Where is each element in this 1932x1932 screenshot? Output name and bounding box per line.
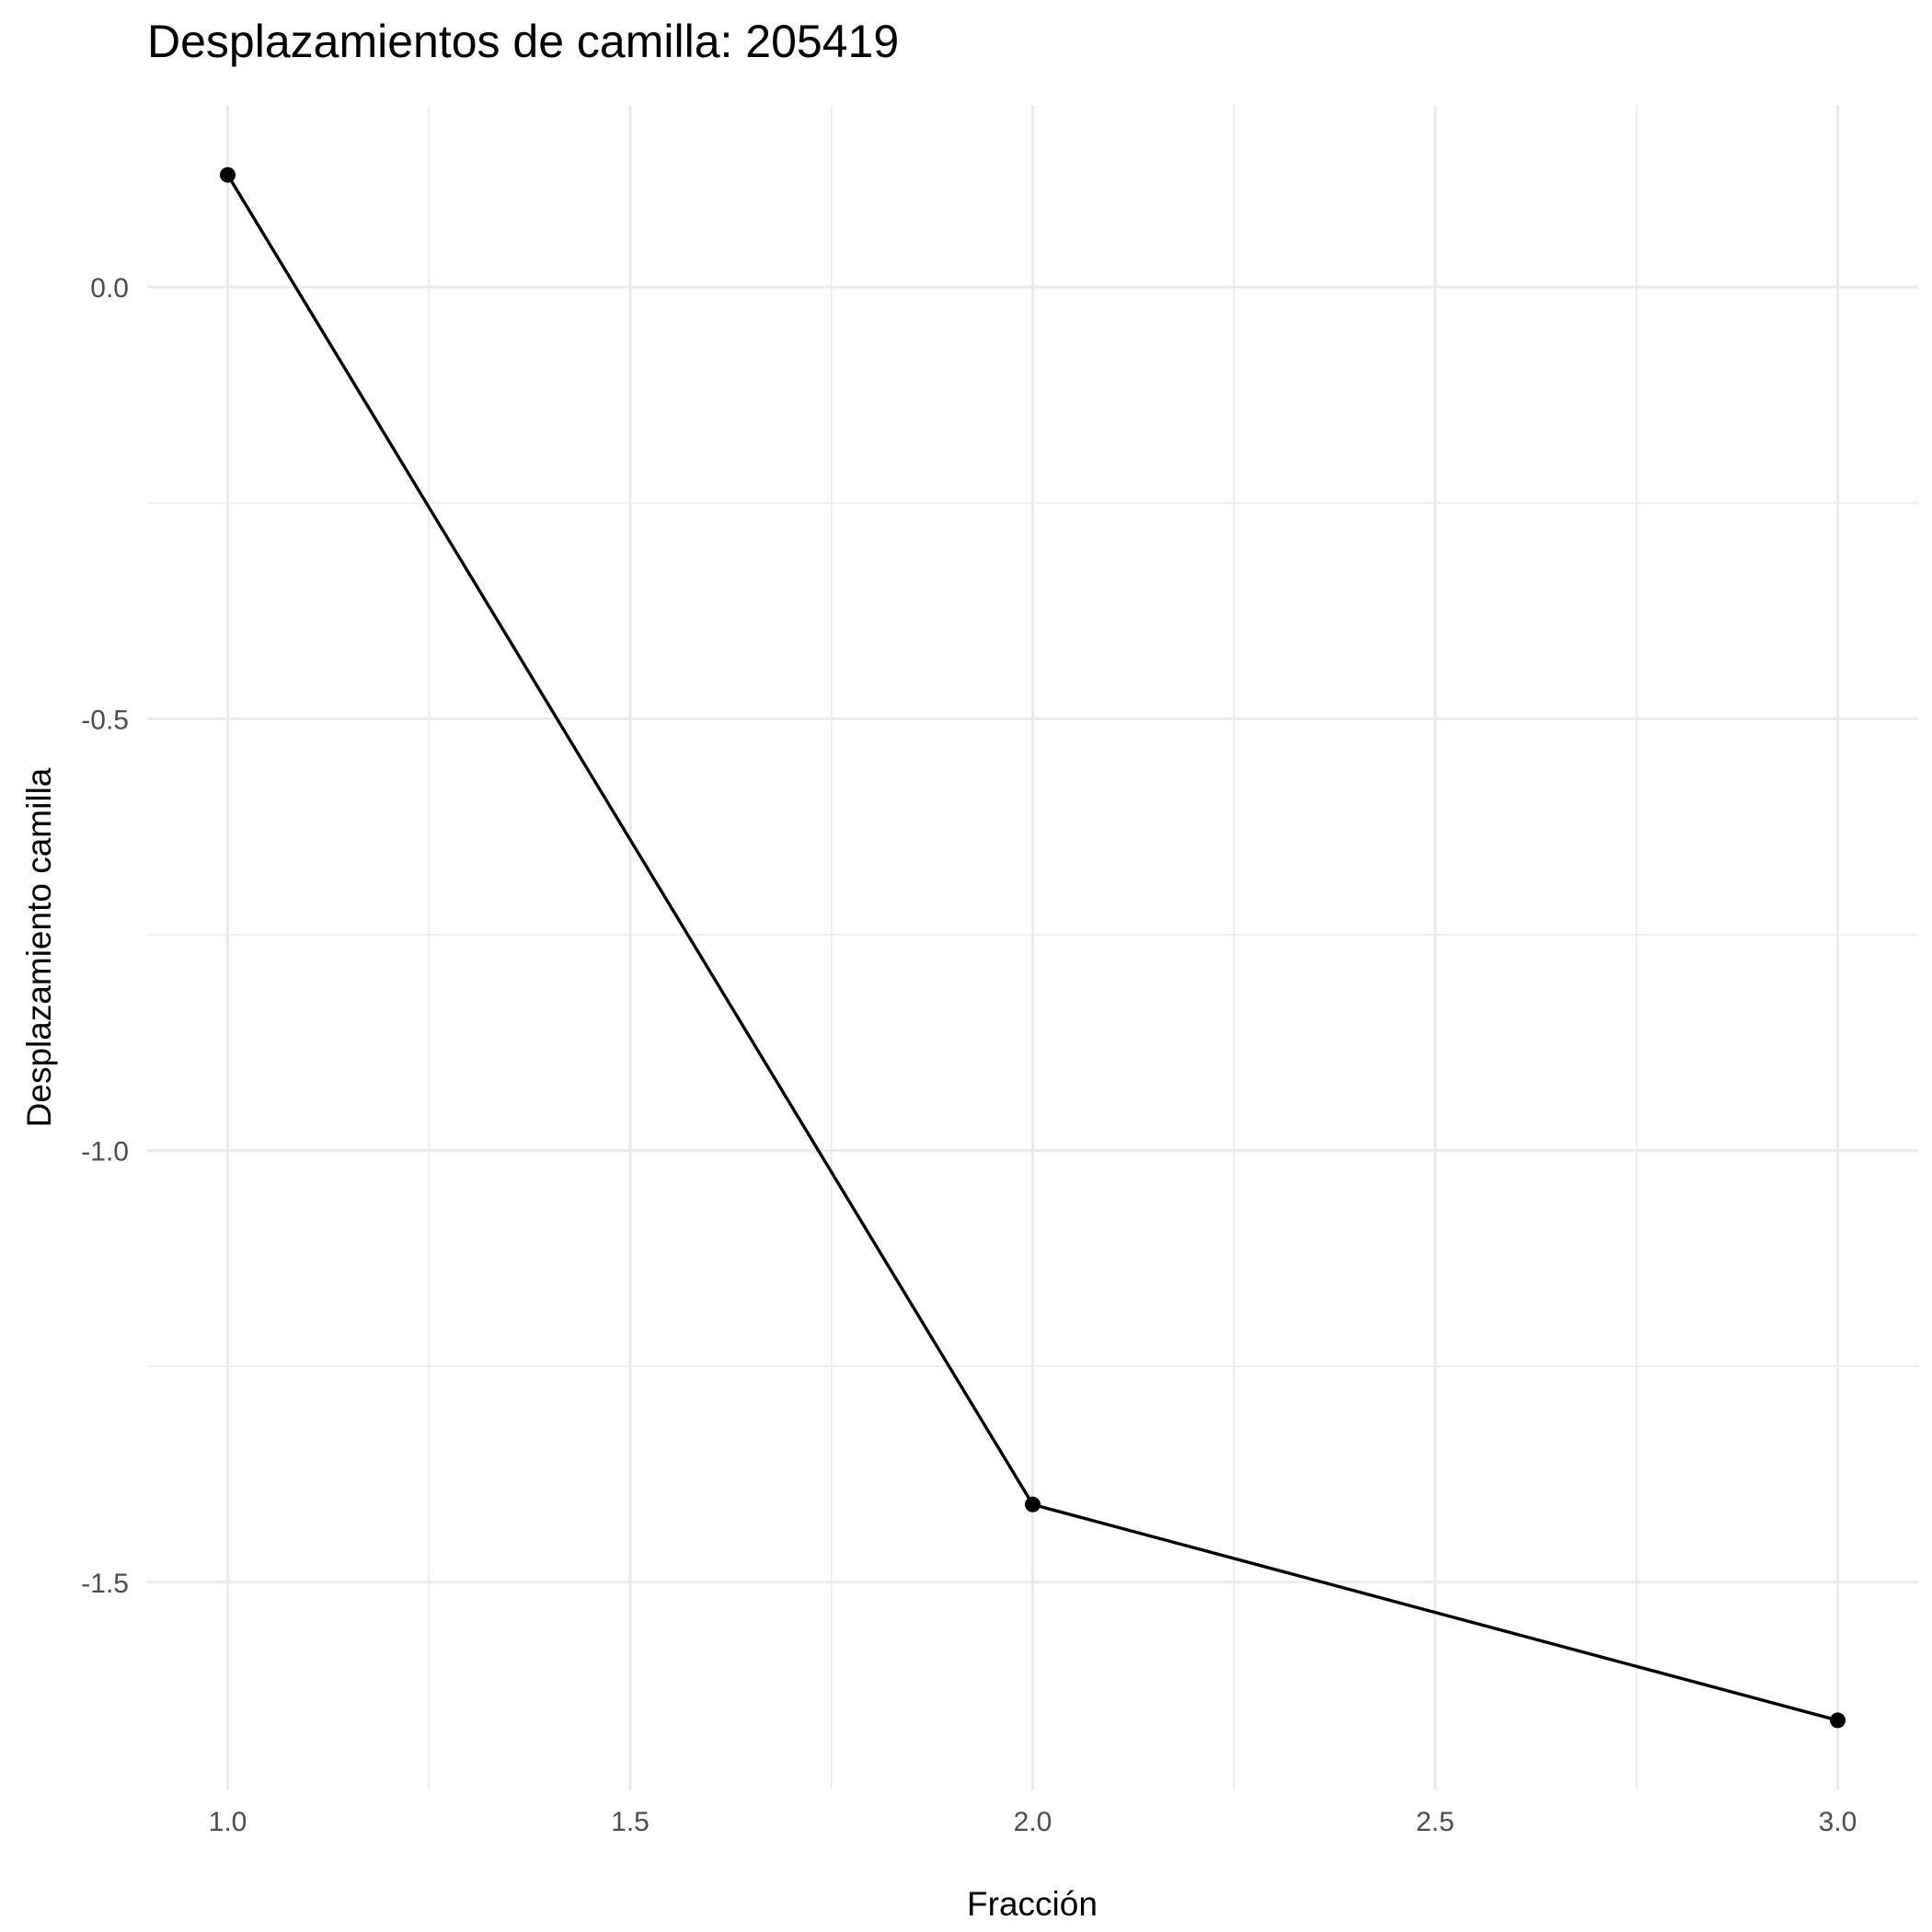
- data-point: [1025, 1496, 1041, 1512]
- tick-labels: 1.0 1.5 2.0 2.5 3.0 0.0 -0.5 -1.0 -1.5: [81, 273, 1857, 1837]
- x-tick-label: 3.0: [1819, 1807, 1857, 1837]
- data-point: [220, 167, 236, 183]
- chart-title: Desplazamientos de camilla: 205419: [147, 16, 899, 67]
- y-axis-title: Desplazamiento camilla: [20, 767, 58, 1127]
- x-tick-label: 2.5: [1416, 1807, 1455, 1837]
- x-tick-label: 1.0: [209, 1807, 247, 1837]
- data-point: [1830, 1712, 1846, 1729]
- x-axis-title: Fracción: [967, 1885, 1098, 1923]
- y-tick-label: -1.0: [81, 1137, 129, 1167]
- grid: [147, 106, 1918, 1789]
- y-tick-label: 0.0: [90, 273, 129, 304]
- x-tick-label: 2.0: [1014, 1807, 1052, 1837]
- x-tick-label: 1.5: [611, 1807, 650, 1837]
- y-tick-label: -0.5: [81, 705, 129, 735]
- y-tick-label: -1.5: [81, 1569, 129, 1599]
- series-layer: [220, 167, 1846, 1729]
